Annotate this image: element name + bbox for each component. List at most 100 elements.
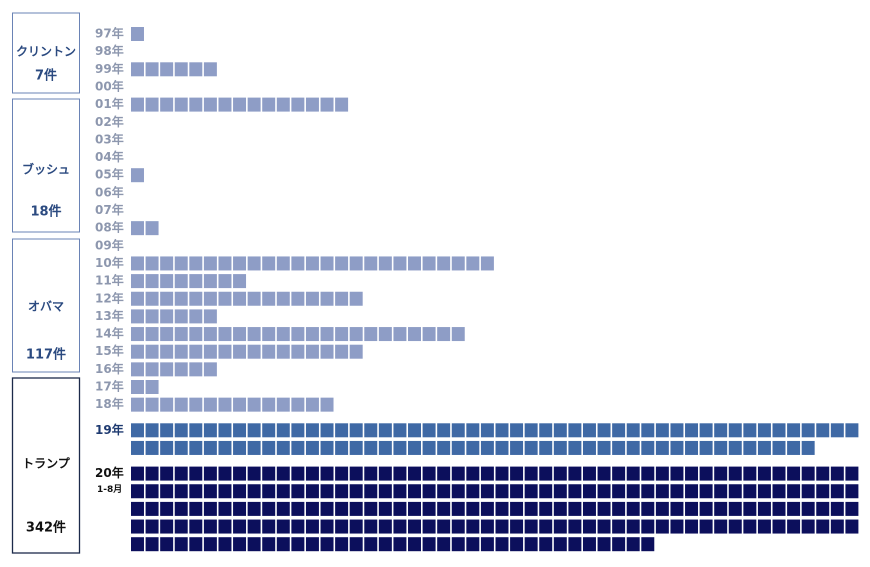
unit-square [612,501,626,516]
unit-square [262,537,276,552]
unit-square [685,440,699,455]
unit-square [480,537,494,552]
unit-square [553,519,567,534]
unit-square [582,484,596,499]
unit-square [466,466,480,481]
unit-square [845,484,859,499]
unit-square [641,423,655,438]
unit-square [393,256,407,271]
unit-square [247,291,261,306]
unit-square [349,519,363,534]
unit-square [189,362,203,377]
unit-square [262,466,276,481]
unit-square [495,484,509,499]
unit-square [597,484,611,499]
unit-square [174,484,188,499]
unit-square [276,440,290,455]
unit-square [349,423,363,438]
unit-square [189,344,203,359]
unit-square [655,466,669,481]
unit-square [437,519,451,534]
unit-square [131,27,144,41]
unit-square [641,537,655,552]
unit-square [408,501,421,516]
unit-square [131,62,144,77]
unit-square [131,440,144,455]
unit-square [174,362,188,377]
unit-square [189,423,203,438]
unit-square [612,466,626,481]
unit-square [276,484,290,499]
unit-square [305,344,319,359]
unit-square [670,501,684,516]
unit-square [189,519,203,534]
unit-square [305,423,319,438]
unit-square [714,466,728,481]
unit-square [349,327,363,342]
unit-square [305,291,319,306]
group-name: ブッシュ [22,162,70,177]
unit-square [291,484,305,499]
unit-square [203,537,217,552]
unit-square [378,484,392,499]
unit-square [233,423,247,438]
unit-square [262,397,276,412]
unit-square [218,97,232,112]
unit-square [378,519,392,534]
unit-square [349,256,363,271]
unit-square [218,484,232,499]
row-label: 07年 [95,202,124,217]
unit-square [174,327,188,342]
unit-square [320,397,334,412]
unit-square [612,440,626,455]
unit-square [189,466,203,481]
unit-square [305,256,319,271]
unit-square [451,440,465,455]
unit-square [801,440,815,455]
unit-square [131,537,144,552]
unit-square [699,519,713,534]
unit-square [291,327,305,342]
unit-square [582,466,596,481]
unit-square [189,256,203,271]
unit-square [160,62,174,77]
unit-square [218,344,232,359]
unit-square [685,423,699,438]
unit-square [305,501,319,516]
unit-square [626,440,640,455]
unit-square [524,484,538,499]
unit-square [787,519,801,534]
unit-square [757,466,771,481]
unit-square [743,519,757,534]
unit-square [233,97,247,112]
unit-square [626,484,640,499]
unit-square [276,501,290,516]
unit-square [276,519,290,534]
unit-square [670,440,684,455]
unit-square [466,519,480,534]
unit-square [335,466,349,481]
unit-square [160,501,174,516]
unit-square [422,327,436,342]
unit-square [160,327,174,342]
unit-square [349,466,363,481]
unit-square [320,466,334,481]
unit-square [131,362,144,377]
unit-square [393,466,407,481]
row-label: 15年 [95,343,124,358]
unit-square [845,466,859,481]
unit-square [408,423,421,438]
unit-square [262,501,276,516]
unit-square [233,274,247,289]
unit-square [174,309,188,324]
unit-square [495,423,509,438]
unit-square [451,327,465,342]
unit-square [422,484,436,499]
unit-square [364,466,378,481]
unit-square [276,291,290,306]
unit-square [160,440,174,455]
row-label: 08年 [95,220,124,235]
group-box [12,98,80,233]
unit-square [772,440,786,455]
